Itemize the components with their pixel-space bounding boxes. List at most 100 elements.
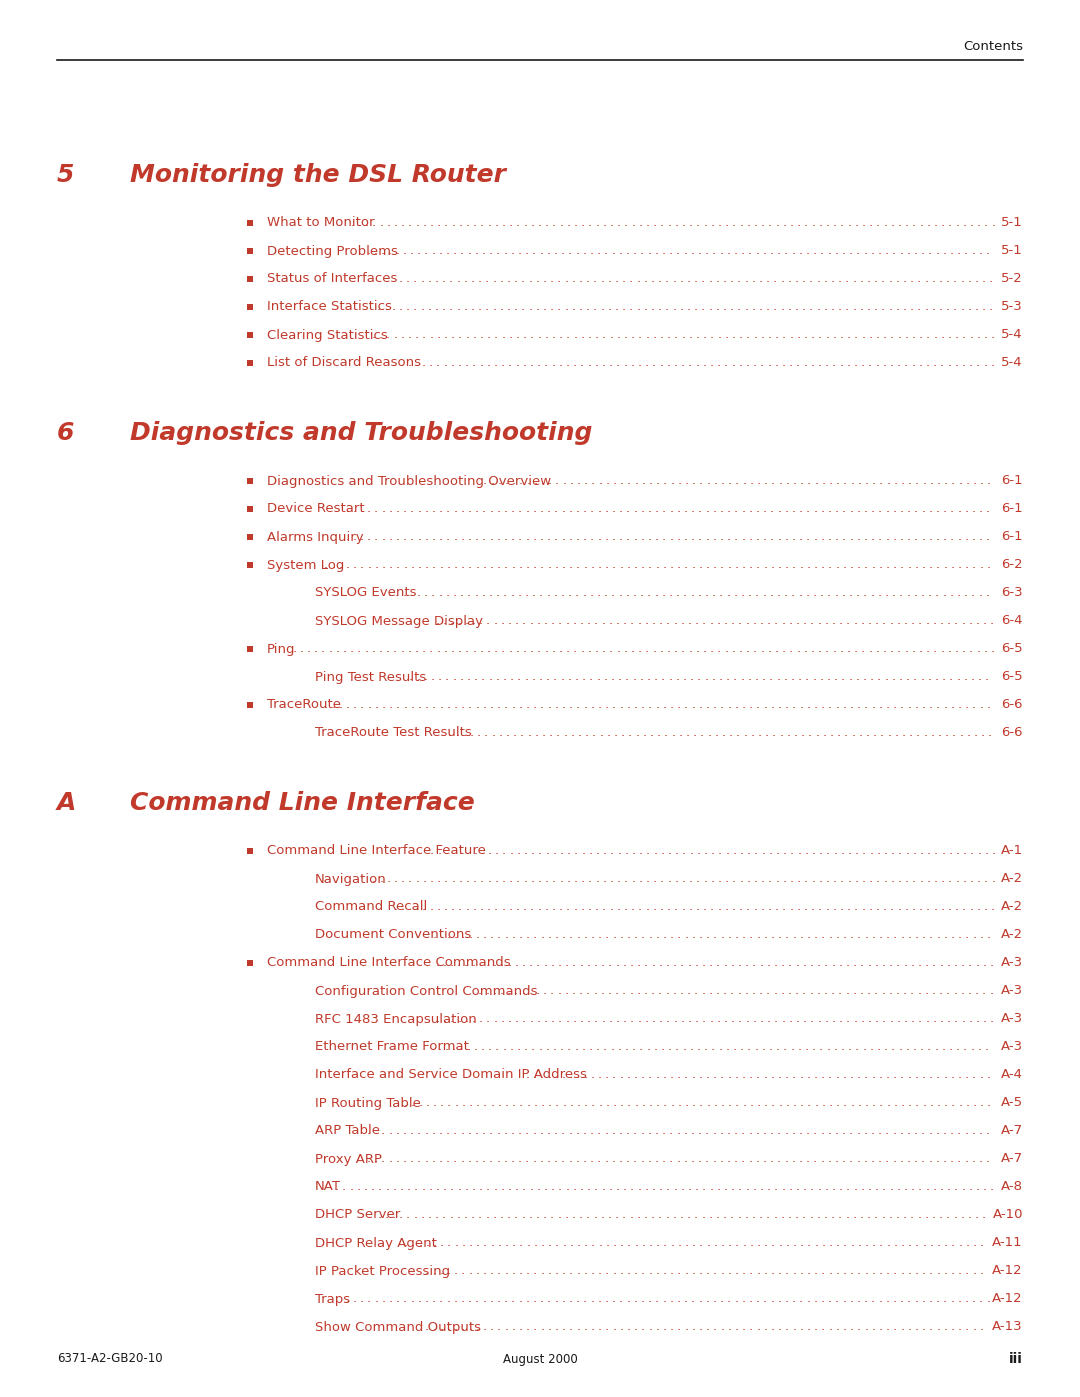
Text: .: .	[982, 985, 986, 997]
Text: .: .	[625, 244, 630, 257]
Text: .: .	[943, 559, 947, 571]
Text: .: .	[854, 328, 859, 341]
Text: .: .	[873, 726, 877, 739]
Text: .: .	[579, 272, 583, 285]
Text: .: .	[550, 272, 554, 285]
Text: .: .	[706, 929, 710, 942]
Text: .: .	[825, 901, 829, 914]
Text: .: .	[623, 356, 627, 369]
Text: .: .	[904, 356, 908, 369]
Text: .: .	[468, 1125, 472, 1137]
Text: .: .	[761, 1041, 766, 1053]
Text: .: .	[486, 1013, 490, 1025]
Text: .: .	[472, 1180, 476, 1193]
Text: .: .	[374, 244, 378, 257]
Text: .: .	[779, 1097, 782, 1109]
Text: .: .	[544, 328, 549, 341]
Text: .: .	[878, 503, 882, 515]
Text: .: .	[880, 726, 885, 739]
Text: .: .	[759, 985, 762, 997]
Text: .: .	[864, 1320, 868, 1334]
Text: .: .	[638, 328, 643, 341]
Text: .: .	[447, 1236, 451, 1249]
Text: .: .	[472, 356, 476, 369]
Text: .: .	[903, 300, 907, 313]
Text: .: .	[811, 217, 815, 229]
Text: .: .	[609, 643, 613, 655]
Text: .: .	[975, 1208, 980, 1221]
Text: .: .	[580, 615, 583, 627]
Text: .: .	[802, 615, 807, 627]
Text: .: .	[603, 328, 606, 341]
Text: .: .	[615, 985, 619, 997]
Text: .: .	[588, 356, 592, 369]
Text: .: .	[523, 901, 527, 914]
Text: .: .	[806, 531, 810, 543]
Text: .: .	[712, 587, 716, 599]
Text: .: .	[534, 1236, 538, 1249]
Text: .: .	[396, 559, 400, 571]
Text: .: .	[665, 1208, 670, 1221]
Text: .: .	[649, 1097, 652, 1109]
Text: .: .	[964, 1069, 969, 1081]
Text: .: .	[666, 643, 671, 655]
Text: .: .	[487, 328, 491, 341]
Text: .: .	[536, 272, 540, 285]
Text: .: .	[486, 615, 490, 627]
Text: .: .	[658, 272, 662, 285]
Text: .: .	[401, 217, 405, 229]
Text: .: .	[987, 1097, 991, 1109]
Text: Clearing Statistics: Clearing Statistics	[267, 328, 388, 341]
Text: .: .	[433, 1236, 436, 1249]
Text: .: .	[986, 559, 990, 571]
Text: .: .	[788, 957, 793, 970]
Text: .: .	[905, 328, 908, 341]
Text: .: .	[548, 929, 552, 942]
Text: .: .	[833, 845, 837, 858]
Text: Detecting Problems: Detecting Problems	[267, 244, 397, 257]
Text: .: .	[837, 726, 841, 739]
Text: .: .	[591, 1264, 595, 1277]
Text: .: .	[900, 1153, 904, 1165]
Text: .: .	[689, 217, 693, 229]
Text: .: .	[437, 845, 442, 858]
FancyBboxPatch shape	[247, 277, 253, 282]
Text: .: .	[818, 643, 822, 655]
Text: .: .	[674, 328, 678, 341]
Text: .: .	[460, 244, 464, 257]
Text: .: .	[645, 643, 649, 655]
Text: .: .	[895, 300, 900, 313]
Text: .: .	[701, 985, 705, 997]
Text: .: .	[876, 643, 879, 655]
Text: .: .	[514, 300, 518, 313]
Text: .: .	[856, 1153, 861, 1165]
Text: .: .	[600, 300, 605, 313]
Text: .: .	[947, 901, 951, 914]
Text: .: .	[475, 531, 478, 543]
Text: .: .	[924, 985, 929, 997]
Text: .: .	[463, 272, 468, 285]
Text: .: .	[367, 1292, 372, 1306]
Text: .: .	[951, 1097, 955, 1109]
FancyBboxPatch shape	[247, 360, 253, 366]
Text: .: .	[740, 845, 744, 858]
Text: .: .	[908, 475, 912, 488]
Text: .: .	[609, 328, 613, 341]
Text: .: .	[931, 726, 934, 739]
Text: .: .	[696, 901, 700, 914]
Text: .: .	[490, 1264, 494, 1277]
Text: .: .	[725, 328, 729, 341]
Text: .: .	[528, 985, 532, 997]
Text: .: .	[778, 929, 782, 942]
Text: .: .	[680, 1013, 685, 1025]
Text: .: .	[440, 1292, 443, 1306]
Text: Command Line Interface Commands: Command Line Interface Commands	[267, 957, 511, 970]
Text: .: .	[606, 1236, 609, 1249]
Text: .: .	[573, 643, 577, 655]
Text: .: .	[586, 615, 591, 627]
Text: .: .	[582, 587, 586, 599]
Text: .: .	[505, 726, 510, 739]
Text: .: .	[569, 1236, 573, 1249]
Text: TraceRoute: TraceRoute	[267, 698, 341, 711]
Text: .: .	[770, 1069, 774, 1081]
